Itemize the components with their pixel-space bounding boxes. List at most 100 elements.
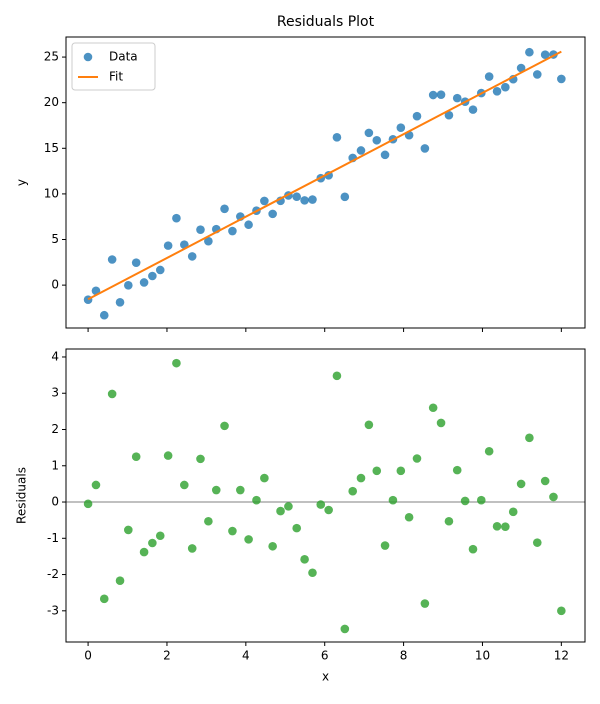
data-point bbox=[131, 258, 141, 267]
data-point bbox=[428, 90, 438, 100]
y-tick-label: -2 bbox=[47, 567, 59, 581]
data-point bbox=[436, 90, 446, 99]
data-point bbox=[380, 541, 390, 550]
data-point bbox=[131, 452, 141, 461]
data-point bbox=[172, 213, 181, 223]
y-tick-label: 3 bbox=[51, 386, 59, 400]
data-point bbox=[372, 466, 382, 476]
data-point bbox=[549, 492, 558, 502]
data-point bbox=[244, 535, 253, 544]
data-point bbox=[484, 446, 494, 456]
data-point bbox=[99, 310, 109, 320]
data-point bbox=[557, 74, 566, 84]
data-point bbox=[340, 624, 350, 634]
data-point bbox=[492, 522, 502, 531]
data-point bbox=[187, 252, 197, 261]
data-point bbox=[196, 225, 205, 234]
data-point bbox=[412, 111, 422, 121]
data-point bbox=[139, 547, 149, 557]
y-tick-label: 15 bbox=[44, 141, 59, 155]
data-point bbox=[420, 599, 430, 608]
data-point bbox=[244, 220, 253, 230]
data-point bbox=[468, 105, 478, 114]
data-point bbox=[501, 82, 510, 92]
y-tick-label: 4 bbox=[51, 349, 59, 363]
data-point bbox=[452, 93, 462, 103]
y-tick-label: 20 bbox=[44, 95, 59, 109]
data-point bbox=[139, 278, 149, 287]
data-point bbox=[364, 420, 374, 430]
data-point bbox=[107, 255, 117, 264]
data-point bbox=[260, 196, 269, 206]
data-point bbox=[444, 516, 454, 526]
legend-swatch bbox=[83, 52, 93, 62]
x-tick-label: 4 bbox=[242, 649, 250, 663]
data-point bbox=[484, 72, 494, 81]
y-tick-label: 0 bbox=[51, 278, 59, 292]
axes-frame bbox=[65, 348, 586, 643]
data-point bbox=[276, 506, 285, 516]
data-point bbox=[525, 47, 534, 57]
data-point bbox=[380, 150, 390, 160]
data-point bbox=[148, 271, 157, 281]
data-point bbox=[532, 538, 542, 547]
y-tick-label: 25 bbox=[44, 50, 59, 64]
data-point bbox=[124, 525, 133, 535]
y-tick-label: 5 bbox=[51, 232, 59, 246]
x-axis-label: x bbox=[322, 670, 329, 684]
data-point bbox=[204, 516, 213, 526]
data-point bbox=[476, 495, 486, 505]
legend-label: Fit bbox=[109, 70, 123, 84]
data-point bbox=[292, 523, 302, 533]
data-point bbox=[404, 512, 414, 522]
y-tick-label: 10 bbox=[44, 186, 59, 200]
legend-label: Data bbox=[109, 50, 138, 64]
legend: Data Fit bbox=[71, 42, 156, 91]
data-point bbox=[428, 403, 438, 413]
data-point bbox=[99, 594, 109, 604]
x-tick-label: 0 bbox=[84, 649, 92, 663]
y-tick-label: 0 bbox=[51, 495, 59, 509]
y-tick-label: 1 bbox=[51, 458, 59, 472]
fit-line bbox=[87, 50, 562, 301]
data-point bbox=[308, 195, 317, 204]
data-point bbox=[516, 63, 526, 73]
data-point bbox=[115, 297, 125, 307]
data-point bbox=[356, 146, 366, 155]
axes-frame bbox=[65, 36, 586, 329]
data-point bbox=[436, 418, 446, 428]
data-point bbox=[284, 502, 293, 511]
data-point bbox=[460, 496, 470, 506]
data-point bbox=[452, 465, 462, 475]
y-tick-label: -1 bbox=[47, 531, 59, 545]
data-point bbox=[268, 209, 277, 219]
data-point bbox=[468, 544, 478, 554]
data-point bbox=[324, 505, 333, 515]
data-point bbox=[124, 281, 133, 290]
data-point bbox=[107, 389, 117, 399]
data-point bbox=[444, 110, 454, 120]
data-point bbox=[372, 135, 382, 145]
data-point bbox=[220, 204, 229, 214]
data-point bbox=[172, 358, 181, 368]
chart-title: Residuals Plot bbox=[277, 14, 375, 30]
data-point bbox=[163, 451, 173, 460]
data-point bbox=[260, 473, 269, 483]
data-point bbox=[316, 500, 326, 509]
data-point bbox=[364, 128, 374, 138]
data-point bbox=[115, 576, 125, 586]
data-point bbox=[308, 568, 317, 578]
data-point bbox=[525, 433, 534, 443]
data-point bbox=[292, 192, 302, 202]
data-point bbox=[196, 454, 205, 464]
data-point bbox=[211, 485, 221, 495]
data-point bbox=[340, 192, 350, 202]
x-tick-label: 12 bbox=[554, 649, 569, 663]
data-point bbox=[516, 479, 526, 489]
data-point bbox=[532, 70, 542, 79]
data-point bbox=[492, 86, 502, 96]
data-point bbox=[300, 196, 309, 205]
data-point bbox=[180, 480, 189, 490]
data-point bbox=[220, 421, 229, 431]
